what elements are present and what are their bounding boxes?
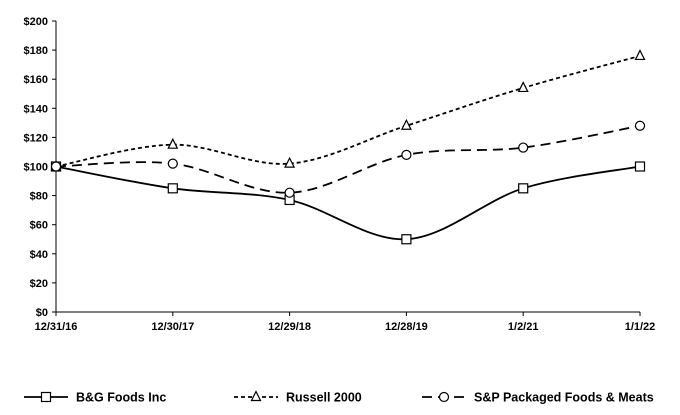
data-point-triangle [634,49,646,61]
y-tick-label: $120 [24,132,48,144]
legend-item: S&P Packaged Foods & Meats [422,391,654,405]
data-point-circle [634,120,646,131]
y-tick-label: $0 [36,307,48,319]
y-axis-ticks: $0 $20 $40 $60 $80 $100 $120 $140 $160 $180 $200 [24,16,56,319]
y-tick-label: $200 [24,16,48,28]
x-tick-label: 1/1/22 [625,321,656,333]
legend-marker-circle [438,391,450,403]
series-line [55,165,641,241]
legend-label: S&P Packaged Foods & Meats [474,391,654,405]
legend-item: B&G Foods Inc [24,391,166,405]
data-point-square [634,161,646,172]
legend-label: Russell 2000 [286,391,362,405]
x-tick-label: 12/28/19 [385,321,428,333]
data-point-square [518,183,529,194]
series-lines [50,49,646,245]
y-tick-label: $20 [30,278,48,290]
y-tick-label: $100 [24,162,48,174]
series-square [50,161,646,245]
y-tick-label: $160 [24,74,48,86]
data-point-circle [401,149,412,160]
data-point-square [167,183,178,194]
data-point-triangle [400,118,412,130]
series-line [55,124,641,194]
legend-label: B&G Foods Inc [76,391,166,405]
y-tick-label: $60 [30,220,48,232]
axes [55,21,640,313]
legend: B&G Foods Inc Russell 2000 S&P Packaged Fo… [24,390,654,405]
series-triangle [50,49,646,171]
x-axis-ticks: 12/31/16 12/30/17 12/29/18 12/28/19 1/2/21 1/… [35,312,656,333]
series-circle [50,120,646,198]
y-tick-label: $140 [24,103,48,115]
series-line [55,55,641,168]
y-tick-label: $80 [30,191,48,203]
data-point-triangle [517,81,529,93]
y-tick-label: $40 [30,249,48,261]
data-point-circle [167,158,178,169]
legend-marker-triangle [250,390,262,402]
x-tick-label: 12/30/17 [151,321,194,333]
data-point-circle [50,161,62,172]
legend-item: Russell 2000 [234,390,362,405]
legend-marker-square [40,391,52,403]
data-point-circle [518,142,529,153]
x-tick-label: 12/31/16 [35,321,78,333]
data-point-triangle [167,137,179,149]
x-tick-label: 1/2/21 [508,321,539,333]
data-point-triangle [284,156,296,168]
y-tick-label: $180 [24,45,48,57]
x-tick-label: 12/29/18 [268,321,311,333]
data-point-square [401,234,412,245]
data-point-circle [284,187,295,198]
